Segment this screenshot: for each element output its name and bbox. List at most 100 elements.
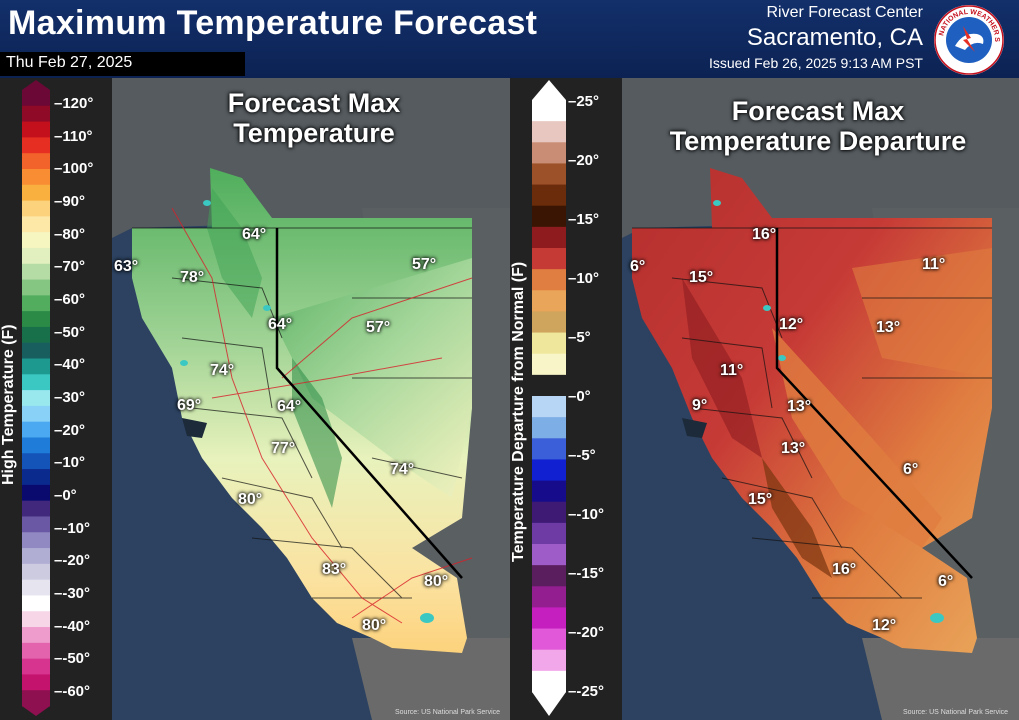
temperature-colorbar-swatch <box>22 611 50 628</box>
temperature-point-label: 63° <box>114 258 139 275</box>
departure-point-label: 13° <box>787 398 812 415</box>
departure-point-label: 6° <box>630 258 646 275</box>
temperature-point-label: 77° <box>271 440 296 457</box>
temperature-colorbar-swatch <box>22 184 50 202</box>
temperature-colorbar-swatch <box>22 437 50 454</box>
departure-colorbar-swatch <box>532 544 566 566</box>
issued-time: Issued Feb 26, 2025 9:13 AM PST <box>708 55 923 71</box>
temperature-legend-tick: –-60° <box>54 683 91 700</box>
temperature-legend-tick: –120° <box>54 95 94 112</box>
departure-colorbar-swatch <box>532 649 566 672</box>
departure-point-label: 16° <box>832 561 857 578</box>
temperature-legend-tick: –30° <box>54 389 86 406</box>
departure-colorbar-swatch <box>532 522 566 545</box>
temperature-colorbar-swatch <box>22 216 50 233</box>
temperature-colorbar-swatch <box>22 168 50 186</box>
departure-legend <box>510 78 622 720</box>
departure-point-label: 11° <box>720 362 744 379</box>
departure-point-label: 13° <box>876 319 901 336</box>
temperature-legend-tick: –-20° <box>54 552 91 570</box>
temperature-point-label: 64° <box>268 316 293 333</box>
temperature-colorbar-swatch <box>22 153 50 170</box>
date-bar <box>0 52 245 76</box>
temperature-point-label: 74° <box>210 362 235 379</box>
departure-colorbar <box>532 80 566 716</box>
temperature-colorbar-swatch <box>22 421 50 438</box>
temperature-colorbar-swatch <box>22 137 50 154</box>
departure-colorbar-swatch <box>532 480 566 503</box>
temperature-colorbar-swatch <box>22 295 50 312</box>
temperature-point-label: 80° <box>362 617 387 634</box>
temperature-colorbar-swatch <box>22 627 50 644</box>
right-map-title-line2: Temperature Departure <box>669 126 967 156</box>
left-map-title: Forecast Max Temperature <box>196 88 432 148</box>
right-map-title: Forecast Max Temperature Departure <box>642 96 994 156</box>
temperature-colorbar-swatch <box>22 532 50 549</box>
temperature-legend-tick: –0° <box>54 487 77 504</box>
temperature-colorbar <box>22 80 50 716</box>
temperature-colorbar-swatch <box>22 579 50 596</box>
departure-legend-label: Temperature Departure from Normal (F) <box>510 261 527 562</box>
temperature-legend-tick: –80° <box>54 225 86 243</box>
departure-point-label: 9° <box>692 397 708 414</box>
temperature-colorbar-swatch <box>22 469 50 486</box>
departure-point-label: 15° <box>748 491 773 508</box>
temperature-legend-label: High Temperature (F) <box>0 324 17 485</box>
temperature-colorbar-swatch <box>22 279 50 296</box>
temperature-colorbar-swatch <box>22 247 50 265</box>
temperature-colorbar-swatch <box>22 105 50 123</box>
temperature-colorbar-swatch <box>22 595 50 612</box>
departure-colorbar-swatch <box>532 501 566 524</box>
temperature-legend-tick: –90° <box>54 193 86 210</box>
temperature-colorbar-top-arrow <box>22 80 50 90</box>
temperature-colorbar-swatch <box>22 690 50 707</box>
temperature-legend-tick: –-30° <box>54 585 91 602</box>
departure-colorbar-swatch <box>532 353 566 376</box>
temperature-legend <box>0 78 112 720</box>
temperature-colorbar-bottom-arrow <box>22 706 50 716</box>
departure-colorbar-swatch <box>532 628 566 651</box>
departure-legend-tick: –-5° <box>568 447 596 464</box>
temperature-colorbar-swatch <box>22 405 50 423</box>
departure-legend-tick: –-20° <box>568 624 605 641</box>
temperature-colorbar-swatch <box>22 121 50 138</box>
departure-colorbar-swatch <box>532 374 566 397</box>
departure-colorbar-swatch <box>532 670 566 693</box>
temperature-point-label: 64° <box>242 226 267 243</box>
departure-legend-tick: –-15° <box>568 565 605 582</box>
departure-point-label: 6° <box>938 573 954 590</box>
temperature-legend-tick: –20° <box>54 421 86 439</box>
temperature-colorbar-swatch <box>22 374 50 391</box>
temperature-colorbar-swatch <box>22 326 50 344</box>
temperature-point-label: 69° <box>177 397 202 414</box>
departure-colorbar-top-arrow <box>532 80 566 100</box>
departure-colorbar-swatch <box>532 332 566 355</box>
departure-colorbar-swatch <box>532 205 566 228</box>
max-temperature-map <box>112 78 510 720</box>
temperature-colorbar-swatch <box>22 390 50 407</box>
departure-point-label: 13° <box>781 440 806 457</box>
left-map-source: Source: US National Park Service <box>395 709 501 716</box>
left-map-title-line1: Forecast Max <box>227 88 401 118</box>
departure-colorbar-swatch <box>532 100 566 122</box>
temperature-colorbar-swatch <box>22 563 50 581</box>
departure-point-label: 12° <box>872 617 897 634</box>
departure-colorbar-swatch <box>532 226 566 249</box>
temperature-colorbar-swatch <box>22 453 50 470</box>
temperature-colorbar-swatch <box>22 658 50 675</box>
office-name-line2: Sacramento, CA <box>746 24 923 51</box>
departure-colorbar-swatch <box>532 184 566 207</box>
temperature-colorbar-swatch <box>22 484 50 502</box>
temperature-colorbar-swatch <box>22 90 50 107</box>
departure-point-label: 16° <box>752 226 777 243</box>
departure-legend-tick: –0° <box>568 388 591 405</box>
departure-colorbar-swatch <box>532 142 566 164</box>
temperature-point-label: 64° <box>277 398 302 415</box>
temperature-legend-tick: –-50° <box>54 650 91 668</box>
departure-colorbar-swatch <box>532 121 566 143</box>
departure-colorbar-swatch <box>532 459 566 482</box>
departure-colorbar-swatch <box>532 290 566 312</box>
departure-colorbar-bottom-arrow <box>532 692 566 716</box>
departure-legend-tick: –-25° <box>568 683 605 700</box>
right-map-title-line1: Forecast Max <box>731 96 905 126</box>
